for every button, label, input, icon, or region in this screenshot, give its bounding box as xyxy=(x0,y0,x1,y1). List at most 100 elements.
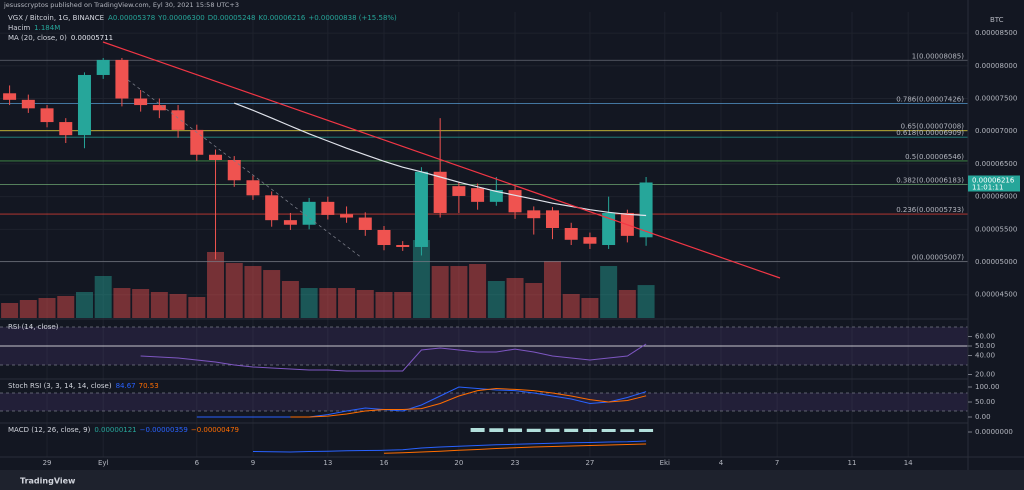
volume-legend: Hacim 1.184M xyxy=(8,24,60,32)
x-tick-label: 23 xyxy=(511,459,520,467)
volume-bar xyxy=(150,291,168,318)
x-tick-label: 7 xyxy=(775,459,779,467)
volume-bar xyxy=(300,288,318,318)
macd-histogram xyxy=(564,428,579,432)
candle-body xyxy=(564,228,578,240)
stoch-line xyxy=(290,387,647,418)
macd-histogram xyxy=(545,428,560,432)
macd-hist-value: 0.00000121 xyxy=(94,426,136,434)
candle-body xyxy=(77,74,91,136)
macd-line xyxy=(252,440,647,453)
candle-body xyxy=(433,171,447,213)
change: +0.00000838 (+15.58%) xyxy=(308,14,397,22)
candle-body xyxy=(602,212,616,246)
y-tick-label: 0.00005500 xyxy=(975,225,1017,233)
y-tick-label: 0.00008000 xyxy=(975,62,1017,70)
volume-bar xyxy=(487,281,505,318)
volume-bar xyxy=(94,275,112,318)
dashed-line xyxy=(127,79,363,259)
price-box xyxy=(968,175,1020,192)
candle-body xyxy=(21,99,35,109)
candle-body xyxy=(583,237,597,244)
candle-body xyxy=(40,108,54,123)
volume-bar xyxy=(581,297,599,318)
candle-body xyxy=(190,129,204,155)
y-tick-label: 0.00007500 xyxy=(975,95,1017,103)
macd-histogram xyxy=(639,428,654,432)
x-tick-label: Eki xyxy=(660,459,670,467)
x-tick-label: 14 xyxy=(904,459,913,467)
overlay: 29 Eyl 6 9 13 16 20 23 27 Eki 4 7 11 14 0.00004500 0.00… xyxy=(43,29,1020,467)
x-tick-label: 27 xyxy=(585,459,594,467)
fib-label: 0.618(0.00006909) xyxy=(896,129,964,137)
y-tick-label: 0.00006000 xyxy=(975,193,1017,201)
last-price: 0.00006216 xyxy=(972,176,1015,184)
y-tick-label: 0.00006500 xyxy=(975,160,1017,168)
volume-bar xyxy=(319,288,337,318)
candle-body xyxy=(527,210,541,219)
macd-name: MACD (12, 26, close, 9) xyxy=(8,426,91,434)
candle-body xyxy=(508,190,522,213)
volume-bar xyxy=(281,281,299,318)
fib-label: 0.786(0.00007426) xyxy=(896,95,964,103)
volume-bar xyxy=(637,285,655,318)
x-tick-label: Eyl xyxy=(98,459,109,467)
candle-body xyxy=(396,245,410,247)
ma-value: 0.00005711 xyxy=(71,34,113,42)
volume-name: Hacim xyxy=(8,24,30,32)
y-tick-label: 0.00004500 xyxy=(975,291,1017,299)
ohlc-open: A0.00005378 xyxy=(108,14,155,22)
y-tick-label: 0.00005000 xyxy=(975,258,1017,266)
volume-bar xyxy=(412,239,430,318)
ohlc-high: Y0.00006300 xyxy=(157,14,205,22)
x-tick-label: 20 xyxy=(454,459,463,467)
y-tick-label: 0.00007000 xyxy=(975,127,1017,135)
macd-histogram xyxy=(582,429,597,432)
candle-body xyxy=(3,93,17,100)
volume-bar xyxy=(19,300,37,318)
ma-name: MA (20, close, 0) xyxy=(8,34,67,42)
trendline xyxy=(102,41,781,279)
ohlc-close: K0.00006216 xyxy=(258,14,305,22)
x-tick-label: 13 xyxy=(323,459,332,467)
x-tick-label: 29 xyxy=(43,459,52,467)
volume-bar xyxy=(57,295,75,318)
macd-line xyxy=(383,443,647,454)
rsi-line xyxy=(140,343,647,372)
y-tick-label: 100.00 xyxy=(975,383,1000,391)
macd-histogram xyxy=(489,428,504,432)
volume-bar xyxy=(469,264,487,318)
macd-value: −0.00000359 xyxy=(140,426,188,434)
volume-bar xyxy=(338,288,356,318)
candle-body xyxy=(209,154,223,160)
fib-label: 0.236(0.00005733) xyxy=(896,206,964,214)
volume-value: 1.184M xyxy=(34,24,60,32)
symbol-name: VGX / Bitcoin, 1G, BINANCE xyxy=(8,14,104,22)
y-tick-label: 50.00 xyxy=(975,342,995,350)
candle-body xyxy=(340,214,354,218)
x-tick-label: 6 xyxy=(195,459,200,467)
volume-bar xyxy=(450,266,468,318)
y-tick-label: 50.00 xyxy=(975,398,995,406)
x-tick-label: 11 xyxy=(848,459,857,467)
grid xyxy=(0,12,968,457)
symbol: VGX / Bitcoin, 1G, BINANCE A0.00005378 Y0.… xyxy=(8,14,397,22)
candle-body xyxy=(639,182,653,238)
stoch-name: Stoch RSI (3, 3, 14, 14, close) xyxy=(8,382,112,390)
signal-value: −0.00000479 xyxy=(191,426,239,434)
volume-bar xyxy=(75,291,93,318)
ma-legend: MA (20, close, 0) 0.00005711 xyxy=(8,34,113,42)
stoch-line xyxy=(196,386,647,418)
candle-body xyxy=(59,122,73,136)
macd-histogram xyxy=(508,428,523,432)
fib-label: 1(0.00008085) xyxy=(912,52,964,60)
volume-bar xyxy=(431,266,449,318)
volume-bar xyxy=(207,251,225,318)
candle-body xyxy=(377,229,391,246)
volume-bar xyxy=(600,266,618,318)
volume-bar xyxy=(113,288,131,318)
rsi-legend: RSI (14, close) xyxy=(8,323,59,331)
volume-bar xyxy=(169,293,187,318)
